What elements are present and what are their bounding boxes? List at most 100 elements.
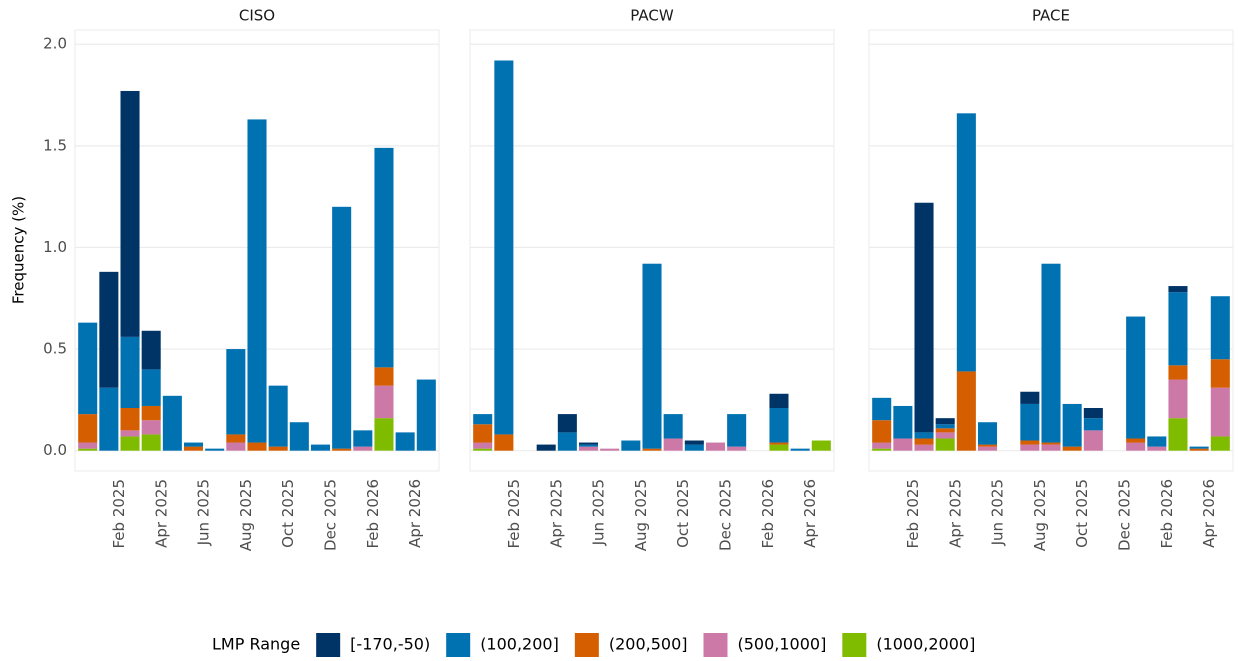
- bar-segment: [1126, 442, 1146, 451]
- bar-segment: [374, 367, 394, 386]
- bar-segment: [977, 444, 998, 447]
- bar-segment: [353, 430, 373, 447]
- legend-swatch: [842, 633, 867, 657]
- bar-segment: [78, 414, 98, 443]
- bar-segment: [141, 405, 161, 421]
- bar-segment: [727, 414, 747, 447]
- bar-segment: [1083, 408, 1103, 419]
- bar-segment: [1210, 296, 1230, 360]
- bar-segment: [1062, 446, 1082, 451]
- bar-segment: [684, 444, 704, 451]
- y-tick-label: 2.0: [43, 35, 67, 53]
- x-tick-label: Dec 2025: [322, 479, 340, 551]
- x-tick-label: Aug 2025: [237, 479, 255, 551]
- bar-segment: [557, 414, 577, 433]
- bar-segment: [663, 438, 683, 451]
- bar-segment: [790, 448, 810, 451]
- bar-segment: [183, 446, 204, 451]
- facet-title: PACE: [1032, 7, 1070, 25]
- bar-segment: [1210, 436, 1230, 451]
- bar-segment: [120, 408, 140, 431]
- bar-segment: [1147, 446, 1167, 451]
- bar-segment: [1126, 438, 1146, 443]
- y-tick-label: 1.0: [43, 238, 67, 256]
- bar-segment: [1168, 379, 1188, 419]
- bar-segment: [1210, 387, 1230, 437]
- bar-segment: [536, 444, 556, 451]
- bar-segment: [1147, 436, 1167, 447]
- bar-segment: [893, 405, 913, 439]
- x-tick-label: Jun 2025: [989, 479, 1007, 546]
- x-tick-label: Jun 2025: [195, 479, 213, 546]
- bar-segment: [1041, 444, 1061, 451]
- bar-segment: [141, 420, 161, 435]
- facet-title: CISO: [239, 7, 275, 25]
- bar-segment: [78, 442, 98, 449]
- bar-segment: [395, 432, 415, 451]
- bar-segment: [374, 418, 394, 451]
- legend-swatch: [446, 633, 471, 657]
- bar-segment: [705, 442, 726, 451]
- bar-segment: [872, 442, 892, 449]
- bar-segment: [1083, 418, 1103, 431]
- bar-segment: [141, 369, 161, 406]
- bar-segment: [935, 418, 955, 425]
- legend-label: (500,1000]: [738, 635, 827, 654]
- bar-segment: [162, 395, 182, 451]
- bar-segment: [935, 438, 955, 451]
- bar-segment: [1083, 430, 1103, 451]
- bar-segment: [1168, 286, 1188, 293]
- bar-segment: [120, 436, 140, 451]
- bar-segment: [289, 422, 309, 451]
- bar-segment: [226, 349, 246, 435]
- legend-swatch: [574, 633, 599, 657]
- x-tick-label: Oct 2025: [674, 479, 692, 548]
- bar-segment: [1168, 418, 1188, 451]
- bar-segment: [120, 336, 140, 408]
- bar-segment: [226, 434, 246, 443]
- legend-label: (1000,2000]: [876, 635, 975, 654]
- bar-segment: [78, 322, 98, 415]
- legend-swatch: [703, 633, 728, 657]
- bar-segment: [578, 446, 599, 451]
- bar-segment: [1020, 440, 1040, 445]
- bar-segment: [268, 446, 288, 451]
- bar-segment: [727, 446, 747, 451]
- x-tick-label: Feb 2025: [110, 479, 128, 549]
- bar-segment: [769, 442, 789, 445]
- bar-segment: [310, 444, 331, 451]
- x-tick-label: Apr 2026: [406, 479, 424, 548]
- x-tick-label: Aug 2025: [1031, 479, 1049, 551]
- x-tick-label: Feb 2026: [364, 479, 382, 549]
- bar-segment: [494, 434, 514, 451]
- bar-segment: [1126, 316, 1146, 439]
- x-tick-label: Oct 2025: [1073, 479, 1091, 548]
- y-tick-label: 1.5: [43, 136, 67, 154]
- bar-segment: [332, 448, 352, 451]
- bar-segment: [935, 432, 955, 439]
- bar-segment: [642, 263, 662, 449]
- bar-segment: [374, 385, 394, 419]
- bar-segment: [141, 434, 161, 451]
- bar-segment: [621, 440, 641, 451]
- bar-segment: [473, 442, 493, 449]
- x-tick-label: Apr 2025: [946, 479, 964, 548]
- bar-segment: [872, 397, 892, 421]
- x-tick-label: Apr 2025: [152, 479, 170, 548]
- bar-segment: [416, 379, 436, 451]
- x-tick-label: Apr 2025: [547, 479, 565, 548]
- bar-segment: [642, 448, 662, 451]
- x-tick-label: Oct 2025: [279, 479, 297, 548]
- bar-segment: [353, 446, 373, 451]
- bar-segment: [956, 113, 976, 372]
- bar-segment: [268, 385, 288, 447]
- bar-segment: [914, 438, 934, 445]
- bar-segment: [769, 408, 789, 443]
- bar-segment: [956, 371, 976, 451]
- bar-segment: [769, 444, 789, 451]
- bar-segment: [1020, 444, 1040, 451]
- bar-segment: [578, 442, 599, 445]
- bar-segment: [811, 440, 831, 451]
- bar-segment: [226, 442, 246, 451]
- x-tick-label: Dec 2025: [1116, 479, 1134, 551]
